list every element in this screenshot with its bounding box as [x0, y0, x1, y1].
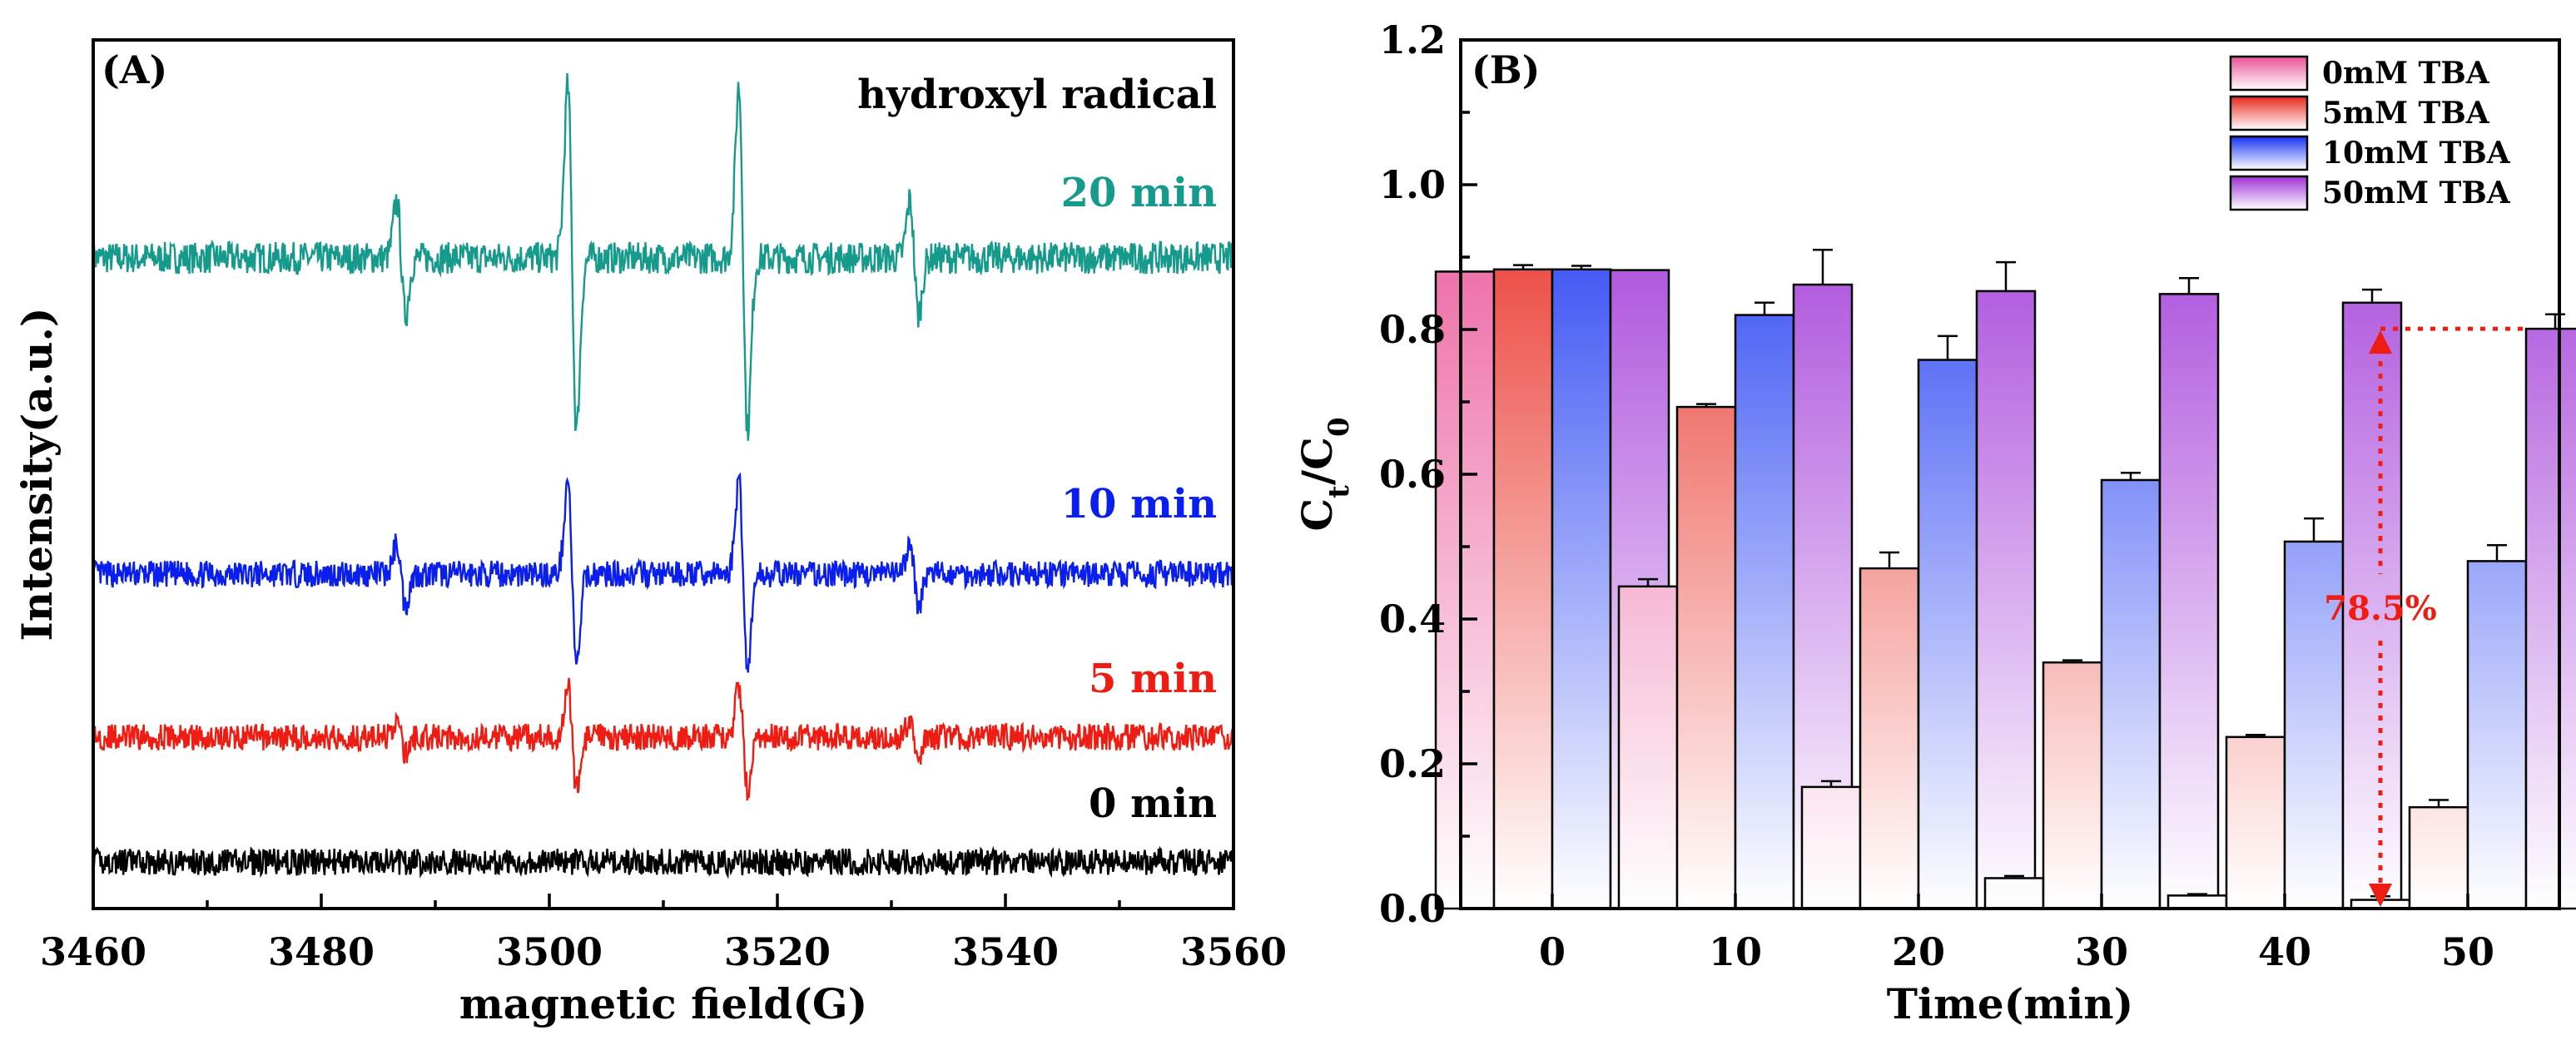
x-tick-label-20: 20 [1892, 929, 1945, 974]
legend-swatch-0 [2229, 55, 2309, 92]
x-tick-label-3540: 3540 [952, 929, 1059, 974]
panel-b-x-title: Time(min) [1887, 979, 2133, 1028]
panel-b: 0.0 0.2 0.4 0.6 0.8 1.0 1.2 0 10 20 30 40 50 (B) Ti… [1293, 17, 2576, 1028]
panel-b-y-title: Ct/C0 [1293, 417, 1356, 531]
x-tick-label-3460: 3460 [40, 929, 146, 974]
annotation-text: 78.5% [2324, 589, 2436, 628]
label-0-min: 0 min [1089, 780, 1217, 827]
y-title-c: C [1293, 498, 1342, 532]
x-tick-label-30: 30 [2075, 929, 2128, 974]
panel-b-x-ticks: 0 10 20 30 40 50 [1539, 894, 2494, 974]
bar-10mM-TBA-30 [2100, 478, 2162, 910]
y-tick-label-1.0: 1.0 [1379, 162, 1446, 207]
label-10-min: 10 min [1061, 481, 1217, 527]
bar-5mM-TBA-20 [1859, 567, 1920, 910]
x-tick-label-10: 10 [1709, 929, 1762, 974]
reduction-annotation: 78.5% [2324, 326, 2526, 907]
bar-50mM-TBA-30 [2158, 293, 2220, 910]
x-tick-label-3480: 3480 [268, 929, 375, 974]
trace-0-min [92, 845, 1235, 879]
bar-5mM-TBA-10 [1675, 405, 1737, 910]
panel-a-x-title: magnetic field(G) [459, 979, 868, 1028]
bar-5mM-TBA-30 [2042, 661, 2103, 910]
panel-a: 3460 3480 3500 3520 3540 3560 (A) hydroxyl ra… [12, 38, 1287, 1028]
x-tick-label-3560: 3560 [1180, 929, 1287, 974]
bar-series [1434, 249, 2576, 910]
legend-swatch-3 [2229, 175, 2309, 211]
panel-b-tag: (B) [1472, 47, 1540, 92]
bar-50mM-TBA-50 [2524, 327, 2576, 910]
legend-label-1: 5mM TBA [2322, 96, 2490, 131]
panel-a-x-ticks: 3460 3480 3500 3520 3540 3560 [40, 894, 1287, 974]
legend-swatch-2 [2229, 135, 2309, 171]
y-title-slash: /C [1293, 437, 1342, 485]
legend-label-3: 50mM TBA [2322, 176, 2511, 210]
bar-0mM-TBA-0 [1434, 270, 1496, 910]
bar-0mM-TBA-40 [2167, 894, 2228, 910]
label-5-min: 5 min [1089, 656, 1217, 702]
bar-10mM-TBA-10 [1734, 314, 1795, 910]
y-tick-label-1.2: 1.2 [1379, 17, 1446, 62]
epr-traces [92, 72, 1235, 879]
y-title-sub-0: 0 [1323, 417, 1356, 437]
legend: 0mM TBA 5mM TBA 10mM TBA 50mM TBA [2229, 55, 2511, 211]
y-tick-label-0.0: 0.0 [1379, 886, 1446, 931]
x-tick-label-0: 0 [1539, 929, 1566, 974]
annotation-arrow-down [2369, 884, 2392, 907]
y-tick-label-0.6: 0.6 [1379, 452, 1446, 497]
bar-5mM-TBA-40 [2225, 735, 2286, 910]
bar-5mM-TBA-50 [2408, 805, 2469, 910]
legend-label-2: 10mM TBA [2322, 136, 2511, 171]
annotation-arrow-up [2369, 330, 2392, 354]
x-tick-label-3500: 3500 [496, 929, 603, 974]
bar-10mM-TBA-50 [2466, 560, 2528, 910]
x-tick-label-40: 40 [2258, 929, 2311, 974]
panel-b-y-ticks: 0.0 0.2 0.4 0.6 0.8 1.0 1.2 [1379, 17, 1477, 931]
panel-a-series-labels: 20 min 10 min 5 min 0 min [1061, 170, 1217, 827]
y-tick-label-0.8: 0.8 [1379, 307, 1446, 352]
label-20-min: 20 min [1061, 170, 1217, 216]
panel-a-tag: (A) [102, 47, 167, 92]
trace-10-min [92, 472, 1235, 673]
x-tick-label-3520: 3520 [724, 929, 831, 974]
trace-20-min [92, 72, 1234, 441]
y-tick-label-0.2: 0.2 [1379, 741, 1446, 786]
y-title-sub-t: t [1323, 485, 1356, 498]
bar-0mM-TBA-30 [1983, 877, 2045, 910]
panel-a-y-title: Intensity(a.u.) [12, 307, 62, 641]
y-tick-label-0.4: 0.4 [1379, 597, 1446, 641]
legend-swatch-1 [2229, 95, 2309, 131]
bar-5mM-TBA-0 [1492, 268, 1554, 910]
bar-50mM-TBA-40 [2341, 301, 2403, 910]
bar-0mM-TBA-10 [1617, 585, 1679, 910]
x-tick-label-50: 50 [2441, 929, 2494, 974]
panel-a-annotation: hydroxyl radical [857, 72, 1217, 118]
bar-10mM-TBA-20 [1917, 359, 1978, 910]
bar-50mM-TBA-20 [1975, 290, 2037, 910]
trace-5-min [92, 677, 1234, 801]
legend-label-0: 0mM TBA [2322, 56, 2490, 91]
bar-0mM-TBA-20 [1800, 785, 1862, 910]
bar-10mM-TBA-0 [1551, 268, 1612, 910]
